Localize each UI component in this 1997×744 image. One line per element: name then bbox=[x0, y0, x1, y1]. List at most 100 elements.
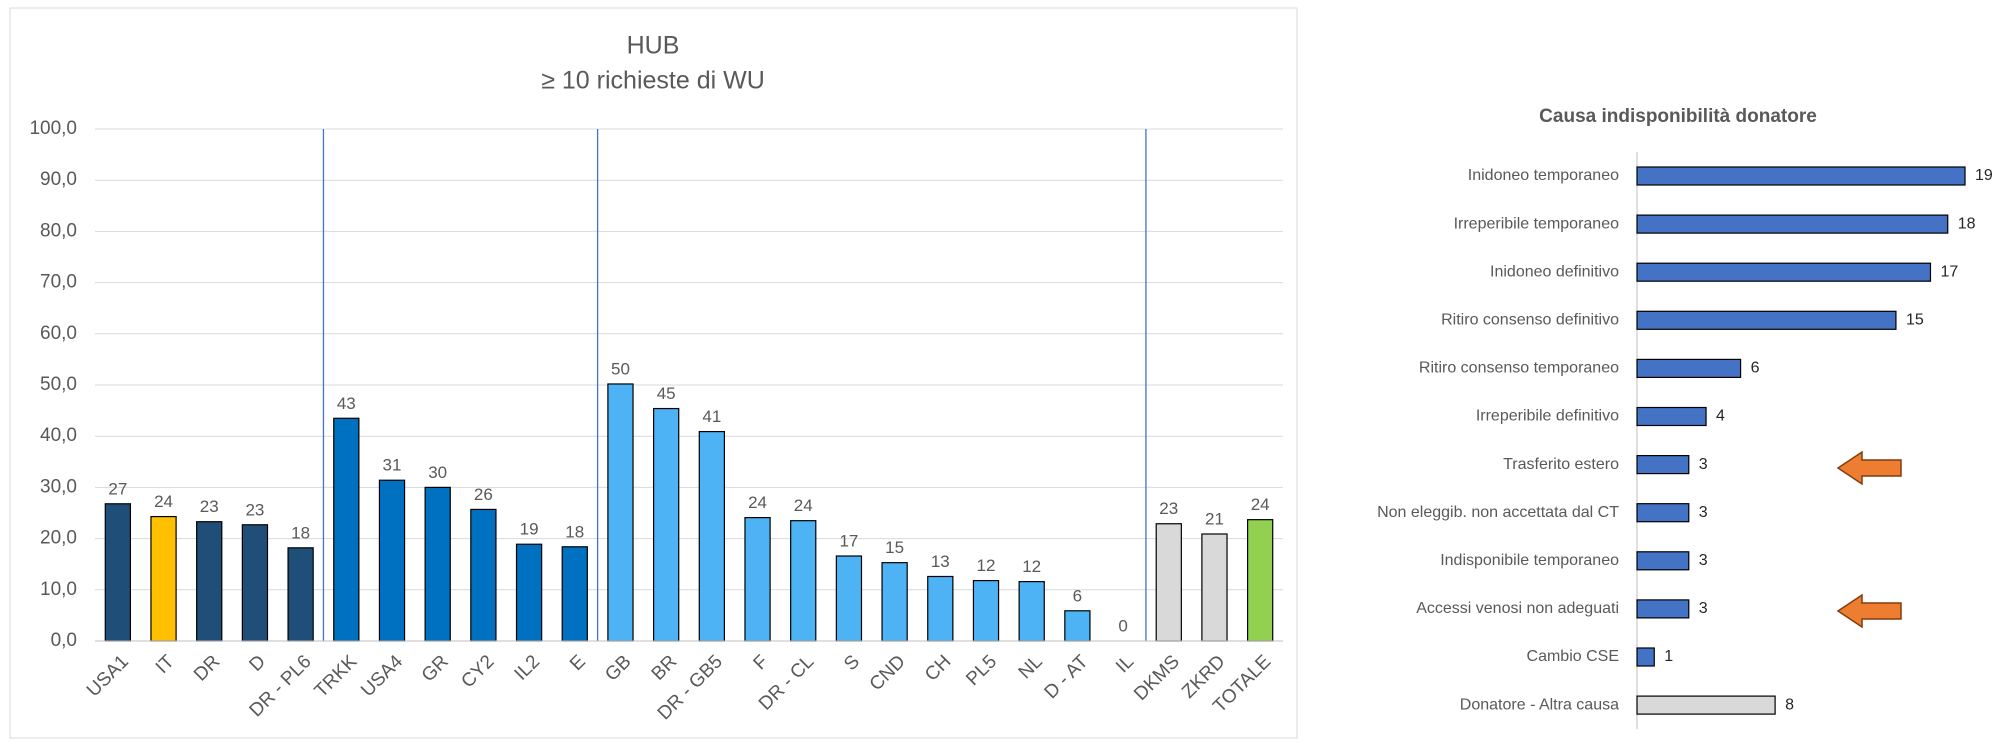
bar bbox=[652, 407, 680, 642]
y-tick-label: Ritiro consenso definitivo bbox=[1441, 312, 1619, 329]
data-label: 23 bbox=[200, 497, 219, 516]
data-label: 30 bbox=[428, 463, 447, 482]
y-tick-label: 100,0 bbox=[29, 118, 77, 139]
bar bbox=[1636, 647, 1655, 667]
y-tick-label: Inidoneo definitivo bbox=[1490, 263, 1619, 280]
bar bbox=[1155, 523, 1182, 642]
bar bbox=[744, 517, 771, 642]
y-tick-label: 40,0 bbox=[40, 425, 77, 446]
bar bbox=[1636, 358, 1742, 378]
arrow bbox=[1836, 593, 1902, 629]
y-tick-label: Cambio CSE bbox=[1527, 648, 1619, 665]
data-label: 15 bbox=[1906, 312, 1924, 329]
bar bbox=[196, 521, 223, 642]
y-tick-label: Ritiro consenso temporaneo bbox=[1419, 360, 1619, 377]
data-label: 27 bbox=[108, 479, 127, 498]
data-label: 18 bbox=[565, 522, 584, 541]
data-label: 13 bbox=[931, 552, 950, 571]
data-label: 3 bbox=[1699, 552, 1708, 569]
data-label: 24 bbox=[1251, 495, 1270, 514]
bar bbox=[1636, 455, 1690, 475]
chart-title: HUB bbox=[627, 32, 680, 60]
y-tick-label: 50,0 bbox=[40, 374, 77, 395]
bar bbox=[1636, 503, 1690, 523]
data-label: 45 bbox=[657, 384, 676, 403]
data-label: 12 bbox=[1022, 557, 1041, 576]
bar bbox=[1636, 262, 1932, 282]
y-tick-label: 0,0 bbox=[51, 630, 77, 651]
arrow bbox=[1836, 450, 1902, 486]
bar bbox=[881, 562, 908, 642]
y-tick-label: Trasferito estero bbox=[1503, 456, 1619, 473]
data-label: 3 bbox=[1699, 504, 1708, 521]
data-label: 1 bbox=[1664, 648, 1673, 665]
data-label: 3 bbox=[1699, 456, 1708, 473]
y-tick-label: Indisponibile temporaneo bbox=[1440, 552, 1619, 569]
y-tick-label: Accessi venosi non adeguati bbox=[1416, 600, 1619, 617]
bar bbox=[241, 524, 269, 642]
bar bbox=[470, 508, 497, 642]
y-tick-label: 60,0 bbox=[40, 323, 77, 344]
data-label: 18 bbox=[1958, 215, 1976, 232]
data-label: 43 bbox=[337, 394, 356, 413]
bar bbox=[835, 555, 863, 642]
data-label: 23 bbox=[1159, 499, 1178, 518]
data-label: 8 bbox=[1785, 696, 1794, 713]
bar bbox=[1201, 533, 1228, 642]
bar bbox=[515, 543, 543, 642]
bar bbox=[150, 515, 177, 642]
bar bbox=[1636, 551, 1690, 571]
y-tick-label: 80,0 bbox=[40, 220, 77, 241]
bar bbox=[424, 486, 451, 642]
bar bbox=[607, 383, 634, 642]
bar bbox=[927, 575, 954, 642]
bar bbox=[1636, 695, 1776, 715]
bar bbox=[1636, 214, 1949, 234]
bar bbox=[790, 520, 817, 642]
bar bbox=[972, 579, 1000, 642]
y-tick-label: Donatore - Altra causa bbox=[1460, 696, 1619, 713]
data-label: 19 bbox=[520, 520, 539, 539]
y-tick-label: 10,0 bbox=[40, 579, 77, 600]
bar bbox=[561, 546, 588, 642]
data-label: 6 bbox=[1073, 586, 1082, 605]
data-label: 12 bbox=[977, 556, 996, 575]
y-tick-label: 30,0 bbox=[40, 476, 77, 497]
bar bbox=[1636, 406, 1707, 427]
bar bbox=[1246, 519, 1274, 642]
data-label: 15 bbox=[885, 538, 904, 557]
data-label: 26 bbox=[474, 485, 493, 504]
data-label: 24 bbox=[794, 496, 813, 515]
y-tick-label: 70,0 bbox=[40, 272, 77, 293]
data-label: 17 bbox=[1940, 263, 1958, 280]
y-tick-label: Irreperibile definitivo bbox=[1476, 408, 1619, 425]
data-label: 41 bbox=[702, 407, 721, 426]
data-label: 3 bbox=[1699, 600, 1708, 617]
y-tick-label: Non eleggib. non accettata dal CT bbox=[1377, 504, 1619, 521]
data-label: 18 bbox=[291, 523, 310, 542]
bar bbox=[104, 503, 132, 642]
bar bbox=[1064, 610, 1091, 642]
data-label: 23 bbox=[245, 500, 264, 519]
bar bbox=[287, 547, 314, 642]
data-label: 31 bbox=[383, 456, 402, 475]
data-label: 4 bbox=[1716, 408, 1725, 425]
y-tick-label: Irreperibile temporaneo bbox=[1454, 215, 1620, 232]
y-tick-label: 20,0 bbox=[40, 528, 77, 549]
y-tick-label: Inidoneo temporaneo bbox=[1468, 167, 1619, 184]
bar bbox=[1636, 166, 1966, 186]
data-label: 0 bbox=[1118, 616, 1127, 635]
bar bbox=[1636, 310, 1897, 330]
data-label: 50 bbox=[611, 359, 630, 378]
bar bbox=[333, 417, 360, 642]
chart-subtitle: ≥ 10 richieste di WU bbox=[541, 67, 765, 95]
bar bbox=[1018, 581, 1045, 642]
data-label: 24 bbox=[748, 493, 767, 512]
bar bbox=[378, 479, 406, 642]
bar bbox=[698, 430, 726, 642]
data-label: 6 bbox=[1751, 360, 1760, 377]
data-label: 21 bbox=[1205, 509, 1224, 528]
data-label: 17 bbox=[839, 531, 858, 550]
y-tick-label: 90,0 bbox=[40, 169, 77, 190]
